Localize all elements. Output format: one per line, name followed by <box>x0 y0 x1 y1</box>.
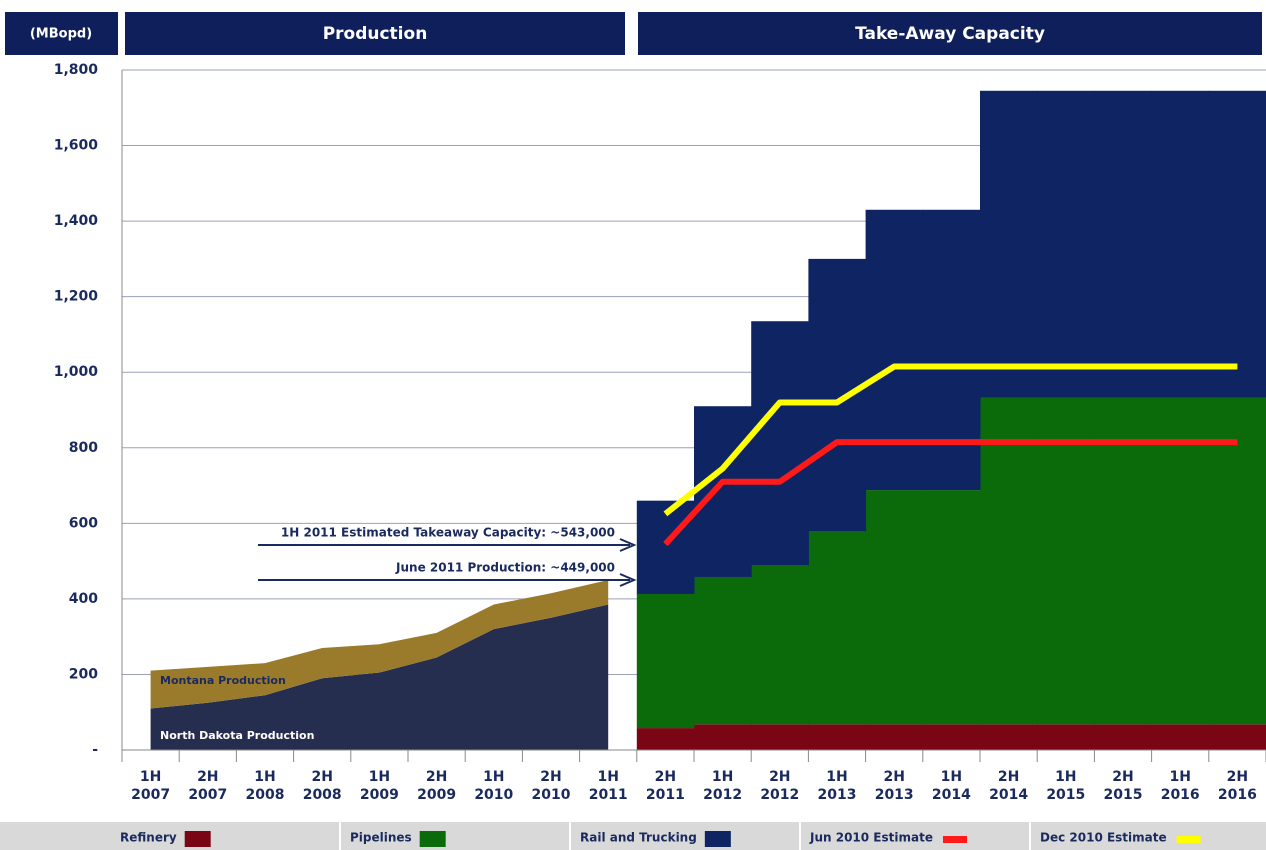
bar-segment <box>751 724 809 750</box>
bar-segment <box>1208 397 1266 725</box>
legend-label: Pipelines <box>350 831 412 845</box>
x-tick-label: 1H 2015 <box>1046 769 1086 803</box>
area <box>150 604 609 750</box>
x-tick-label: 2H 2012 <box>760 769 800 803</box>
bar-segment <box>1094 397 1153 725</box>
unit-label: (MBopd) <box>30 27 92 42</box>
line <box>663 439 1238 547</box>
legend-bar <box>0 822 1266 850</box>
y-tick-label: 1,800 <box>54 62 99 78</box>
legend-swatch <box>704 831 731 847</box>
bar-segment <box>980 397 1038 725</box>
header-box <box>125 12 625 55</box>
bar-segment <box>865 490 924 725</box>
y-tick-label: 400 <box>69 591 98 607</box>
y-tick-label: 1,000 <box>54 364 99 380</box>
legend-swatch <box>1176 836 1201 843</box>
arrow-head <box>619 573 637 587</box>
bar-segment <box>694 724 752 750</box>
bar-segment <box>1151 724 1210 750</box>
bar-segment <box>694 576 752 725</box>
bar-segment <box>636 500 695 594</box>
y-tick-label: 600 <box>69 515 98 531</box>
header-box <box>638 12 1262 55</box>
line <box>663 363 1238 517</box>
bar-segment <box>1037 724 1095 750</box>
bar-segment <box>980 724 1038 750</box>
bar-segment <box>1151 397 1210 725</box>
bar-segment <box>1037 397 1095 725</box>
bar-segment <box>808 531 867 725</box>
legend-label: Refinery <box>120 831 177 845</box>
annotation: June 2011 Production: ~449,000 <box>395 561 615 575</box>
legend-label: Dec 2010 Estimate <box>1040 831 1167 845</box>
x-tick-label: 2H 2011 <box>645 769 685 803</box>
x-tick-label: 1H 2016 <box>1160 769 1200 803</box>
x-tick-label: 1H 2007 <box>131 769 171 803</box>
x-tick-label: 1H 2012 <box>703 769 743 803</box>
x-tick-label: 2H 2010 <box>531 769 571 803</box>
bar-segment <box>1037 90 1095 398</box>
area <box>150 580 609 709</box>
y-tick-label: 800 <box>69 440 98 456</box>
y-tick-label: 1,400 <box>54 213 99 229</box>
bar-segment <box>1094 724 1153 750</box>
y-tick-label: 1,200 <box>54 289 99 305</box>
x-tick-label: 1H 2008 <box>245 769 285 803</box>
bar-segment <box>1151 90 1210 398</box>
bar-segment <box>865 724 924 750</box>
x-tick-label: 2H 2009 <box>417 769 457 803</box>
legend-swatch <box>184 831 211 847</box>
x-tick-label: 2H 2014 <box>989 769 1029 803</box>
y-tick-label: 200 <box>69 666 98 682</box>
unit-box <box>5 12 118 55</box>
x-tick-label: 2H 2016 <box>1217 769 1257 803</box>
bar-segment <box>808 258 867 532</box>
bar-segment <box>636 593 695 729</box>
bar-segment <box>865 209 924 491</box>
legend-swatch <box>942 836 967 843</box>
header: Production <box>323 24 428 44</box>
bar-segment <box>922 209 981 491</box>
bar-segment <box>751 565 809 725</box>
header: Take-Away Capacity <box>855 24 1045 44</box>
area-label: Montana Production <box>160 674 286 687</box>
bar-segment <box>922 490 981 725</box>
bar-segment <box>694 406 752 577</box>
bar-segment <box>1094 90 1153 398</box>
bar-segment <box>751 321 809 566</box>
legend-label: Jun 2010 Estimate <box>809 831 933 845</box>
bar-segment <box>980 90 1038 398</box>
area-label: North Dakota Production <box>160 729 314 742</box>
bar-segment <box>922 724 981 750</box>
legend-label: Rail and Trucking <box>580 831 697 845</box>
legend-swatch <box>419 831 446 847</box>
arrow-head <box>619 538 637 552</box>
x-tick-label: 1H 2014 <box>931 769 971 803</box>
bar-segment <box>1208 724 1266 750</box>
annotation: 1H 2011 Estimated Takeaway Capacity: ~54… <box>281 526 615 540</box>
x-tick-label: 2H 2015 <box>1103 769 1143 803</box>
x-tick-label: 2H 2013 <box>874 769 914 803</box>
x-tick-label: 2H 2007 <box>188 769 228 803</box>
x-tick-label: 1H 2009 <box>359 769 399 803</box>
x-tick-label: 2H 2008 <box>302 769 342 803</box>
y-tick-label: 1,600 <box>54 138 99 154</box>
x-tick-label: 1H 2011 <box>588 769 628 803</box>
x-tick-label: 1H 2010 <box>474 769 514 803</box>
bar-segment <box>636 728 695 750</box>
bar-segment <box>808 724 867 750</box>
x-tick-label: 1H 2013 <box>817 769 857 803</box>
bar-segment <box>1208 90 1266 398</box>
y-tick-label: - <box>92 742 98 758</box>
